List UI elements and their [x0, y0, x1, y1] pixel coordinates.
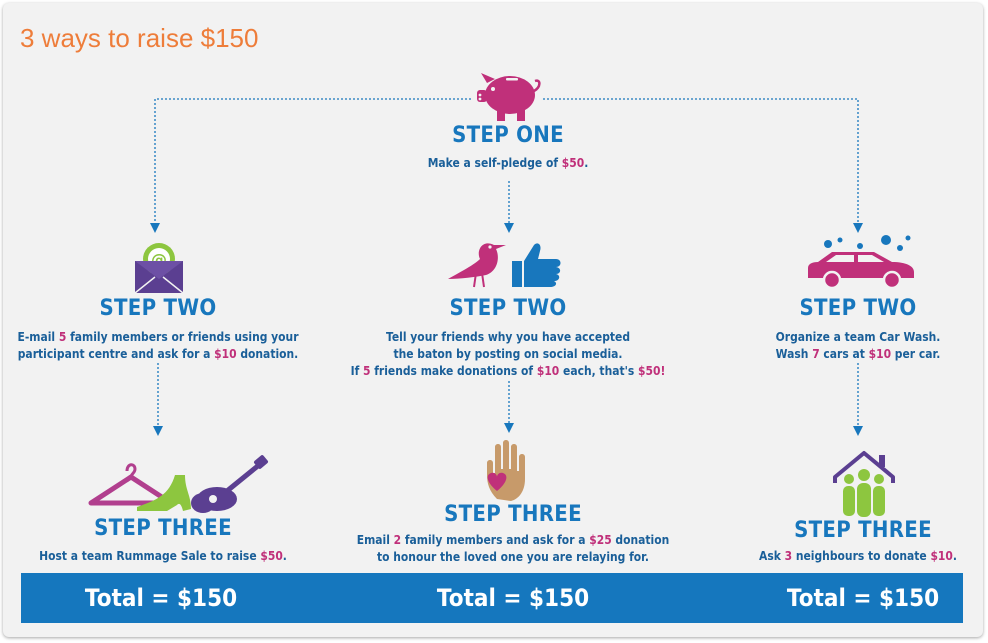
col3-step-three-heading: STEP THREE: [794, 518, 932, 543]
email-envelope-icon: @: [134, 243, 184, 294]
infographic-card: 3 ways to raise $150 STEP ONE Make a sel…: [3, 3, 983, 637]
flow-connectors: [150, 98, 863, 436]
col1-total: Total = $150: [84, 584, 238, 612]
col1-step-two-heading: STEP TWO: [99, 296, 217, 321]
col1-step-three-heading: STEP THREE: [94, 516, 232, 541]
hand-heart-icon: [487, 440, 525, 501]
rummage-sale-icon: [88, 455, 268, 513]
connector-right: [543, 98, 863, 233]
social-media-icon: [448, 243, 561, 288]
piggy-bank-icon: [477, 73, 541, 121]
col3-step-three-text: Ask 3 neighbours to donate $10.: [759, 548, 957, 563]
step-one-text: Make a self-pledge of $50.: [427, 155, 589, 170]
car-wash-icon: [808, 235, 914, 290]
col3-total: Total = $150: [786, 584, 940, 612]
col2-step-two-text: Tell your friends why you have accepted …: [350, 329, 666, 378]
col1-step-two-text: E-mail 5 family members or friends using…: [17, 329, 299, 361]
neighbours-house-icon: [833, 451, 895, 517]
col2-step-three-heading: STEP THREE: [444, 502, 582, 527]
page-title: 3 ways to raise $150: [20, 23, 259, 53]
col2-step-two-heading: STEP TWO: [449, 296, 567, 321]
totals-bar: Total = $150 Total = $150 Total = $150: [21, 573, 963, 623]
col2-total: Total = $150: [436, 584, 590, 612]
step-one-heading: STEP ONE: [452, 123, 564, 148]
col3-step-two-heading: STEP TWO: [799, 296, 917, 321]
col1-step-three-text: Host a team Rummage Sale to raise $50.: [39, 548, 287, 563]
col3-step-two-text: Organize a team Car Wash. Wash 7 cars at…: [775, 329, 941, 361]
connector-left: [150, 98, 471, 233]
col2-step-three-text: Email 2 family members and ask for a $25…: [356, 532, 670, 564]
